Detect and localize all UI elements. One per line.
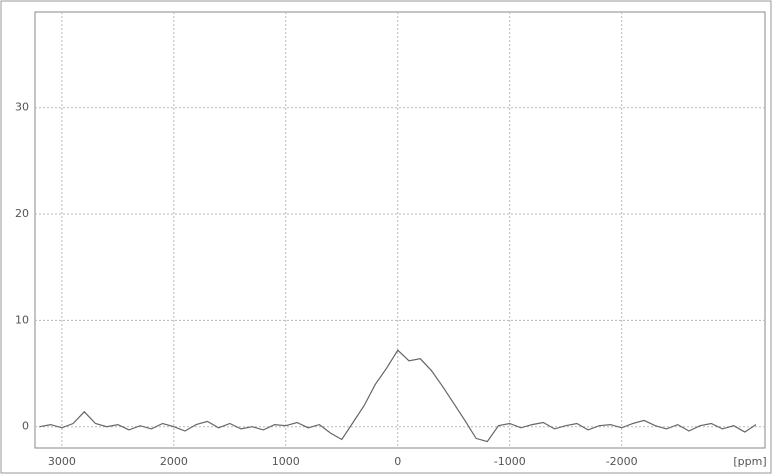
y-tick-label: 20 [15,207,29,220]
y-tick-label: 30 [15,101,29,114]
x-tick-label: 1000 [272,455,300,468]
data-line [39,349,757,443]
y-tick-label: 10 [15,313,29,326]
x-axis-unit: [ppm] [733,455,766,468]
plot-area [34,11,766,449]
x-tick-label: 0 [394,455,401,468]
x-tick-label: -2000 [606,455,638,468]
x-tick-label: 2000 [160,455,188,468]
x-tick-label: -1000 [494,455,526,468]
x-tick-label: 3000 [48,455,76,468]
y-tick-label: 0 [22,420,29,433]
